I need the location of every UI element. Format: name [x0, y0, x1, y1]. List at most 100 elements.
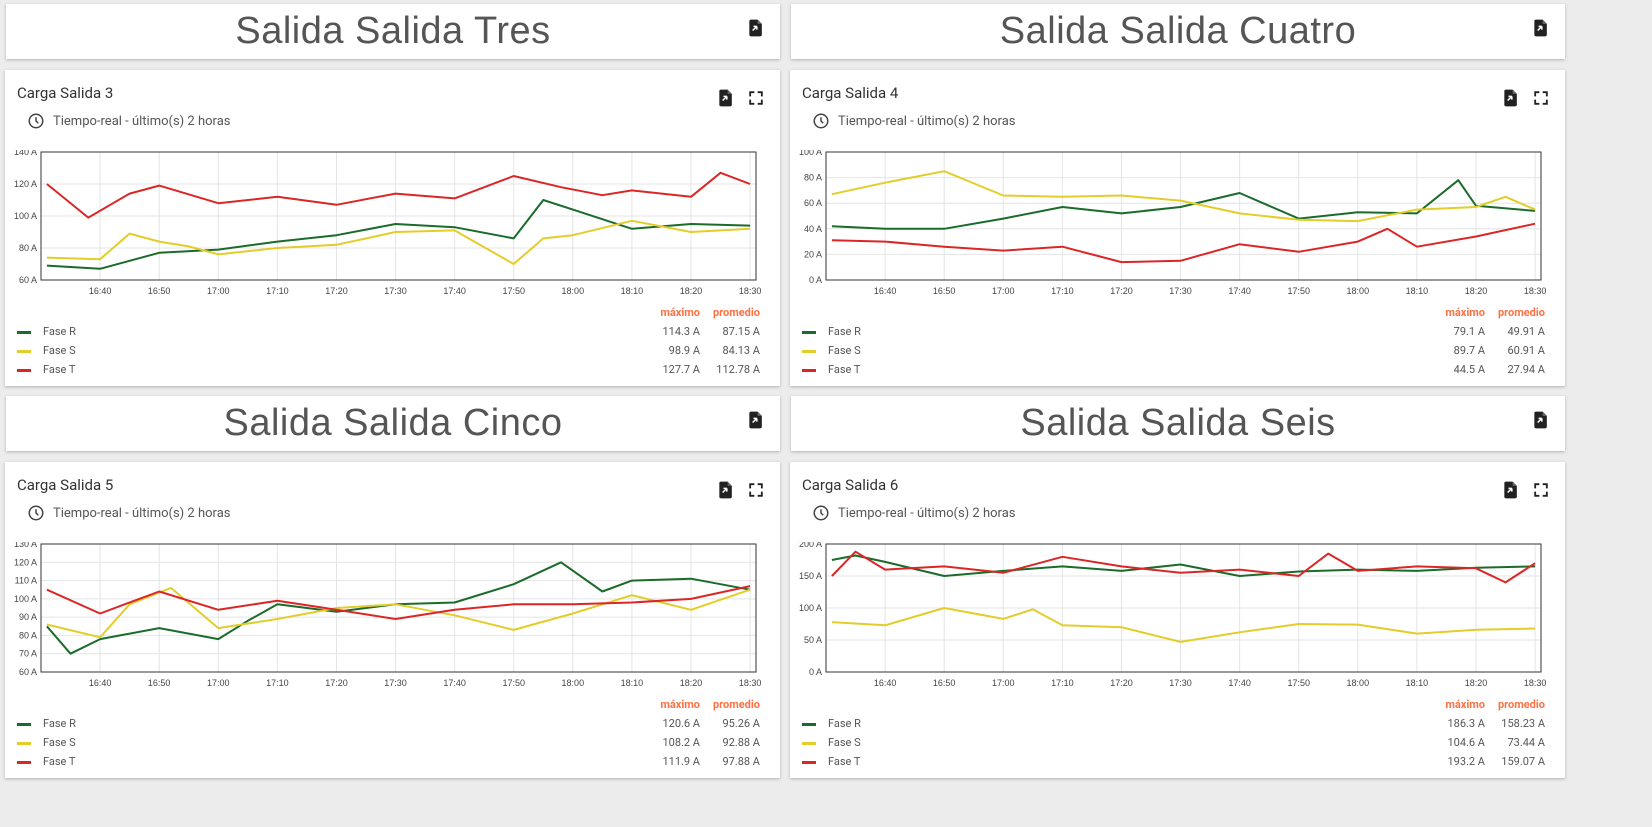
legend-item[interactable]: Fase R 114.3 A 87.15 A — [17, 324, 760, 342]
export-icon[interactable] — [1531, 410, 1551, 430]
legend-item[interactable]: Fase T 111.9 A 97.88 A — [17, 754, 760, 772]
legend-swatch — [17, 742, 31, 745]
widget-title: Carga Salida 3 — [17, 84, 114, 102]
section-title: Salida Salida Tres — [235, 10, 551, 52]
x-tick-label: 16:50 — [933, 286, 956, 296]
timewindow-label: Tiempo-real - último(s) 2 horas — [53, 113, 231, 129]
section-header: Salida Salida Tres — [6, 4, 780, 59]
y-tick-label: 90 A — [19, 612, 37, 622]
x-tick-label: 16:40 — [89, 678, 112, 688]
legend-item[interactable]: Fase R 120.6 A 95.26 A — [17, 716, 760, 734]
y-tick-label: 100 A — [14, 211, 37, 221]
series-line-fase-t — [831, 222, 1536, 264]
x-tick-label: 17:40 — [443, 286, 466, 296]
legend-max-value: 193.2 A — [1447, 755, 1485, 768]
y-tick-label: 120 A — [14, 557, 37, 567]
y-tick-label: 100 A — [14, 594, 37, 604]
legend-max-header: máximo — [660, 306, 700, 319]
x-tick-label: 17:30 — [1169, 678, 1192, 688]
chart-widget: Carga Salida 5 Tiempo-real - último(s) 2 … — [5, 462, 780, 778]
y-tick-label: 100 A — [799, 150, 822, 157]
export-icon[interactable] — [716, 480, 736, 500]
timewindow[interactable]: Tiempo-real - último(s) 2 horas — [812, 504, 1015, 522]
x-tick-label: 18:20 — [1465, 678, 1488, 688]
x-tick-label: 16:40 — [874, 286, 897, 296]
x-tick-label: 17:00 — [207, 678, 230, 688]
y-tick-label: 120 A — [14, 179, 37, 189]
legend-header: máximo promedio — [640, 306, 760, 322]
line-chart: 60 A 80 A 100 A 120 A 140 A 16:40 16:50 17:00 17… — [14, 150, 762, 296]
legend-avg-value: 158.23 A — [1501, 717, 1545, 730]
x-tick-label: 17:20 — [325, 678, 348, 688]
legend-item[interactable]: Fase T 193.2 A 159.07 A — [802, 754, 1545, 772]
legend-header: máximo promedio — [1425, 698, 1545, 714]
fullscreen-icon[interactable] — [746, 480, 766, 500]
x-tick-label: 16:50 — [933, 678, 956, 688]
x-tick-label: 17:00 — [992, 678, 1015, 688]
legend-max-header: máximo — [660, 698, 700, 711]
x-tick-label: 17:00 — [207, 286, 230, 296]
legend-swatch — [802, 761, 816, 764]
timewindow[interactable]: Tiempo-real - último(s) 2 horas — [27, 112, 230, 130]
y-tick-label: 200 A — [799, 542, 822, 549]
legend-avg-value: 95.26 A — [722, 717, 760, 730]
series-line-fase-r — [831, 179, 1536, 230]
fullscreen-icon[interactable] — [746, 88, 766, 108]
x-tick-label: 17:40 — [1228, 286, 1251, 296]
legend-series-name: Fase T — [828, 755, 861, 768]
y-tick-label: 80 A — [19, 630, 37, 640]
export-icon[interactable] — [1531, 18, 1551, 38]
legend-item[interactable]: Fase S 104.6 A 73.44 A — [802, 735, 1545, 753]
export-icon[interactable] — [1501, 480, 1521, 500]
timewindow-label: Tiempo-real - último(s) 2 horas — [838, 113, 1016, 129]
y-tick-label: 60 A — [804, 198, 822, 208]
export-icon[interactable] — [716, 88, 736, 108]
widget-title: Carga Salida 5 — [17, 476, 114, 494]
y-tick-label: 50 A — [804, 635, 822, 645]
x-tick-label: 17:30 — [384, 678, 407, 688]
y-tick-label: 20 A — [804, 249, 822, 259]
y-tick-label: 80 A — [804, 173, 822, 183]
legend-max-value: 186.3 A — [1447, 717, 1485, 730]
export-icon[interactable] — [1501, 88, 1521, 108]
section-title: Salida Salida Seis — [1020, 402, 1336, 444]
legend-series-name: Fase T — [43, 755, 76, 768]
legend-item[interactable]: Fase S 108.2 A 92.88 A — [17, 735, 760, 753]
section-header: Salida Salida Cinco — [6, 396, 780, 451]
section-header: Salida Salida Cuatro — [791, 4, 1565, 59]
legend-swatch — [17, 369, 31, 372]
legend-item[interactable]: Fase S 98.9 A 84.13 A — [17, 343, 760, 361]
chart-widget: Carga Salida 4 Tiempo-real - último(s) 2 … — [790, 70, 1565, 386]
timewindow-label: Tiempo-real - último(s) 2 horas — [53, 505, 231, 521]
legend-item[interactable]: Fase R 186.3 A 158.23 A — [802, 716, 1545, 734]
x-tick-label: 18:30 — [739, 286, 762, 296]
legend-avg-value: 73.44 A — [1507, 736, 1545, 749]
legend-item[interactable]: Fase T 44.5 A 27.94 A — [802, 362, 1545, 380]
legend-series-name: Fase T — [828, 363, 861, 376]
legend-item[interactable]: Fase S 89.7 A 60.91 A — [802, 343, 1545, 361]
timewindow[interactable]: Tiempo-real - último(s) 2 horas — [27, 504, 230, 522]
fullscreen-icon[interactable] — [1531, 88, 1551, 108]
x-tick-label: 18:20 — [680, 678, 703, 688]
y-tick-label: 130 A — [14, 542, 37, 549]
export-icon[interactable] — [746, 18, 766, 38]
y-tick-label: 60 A — [19, 275, 37, 285]
legend-avg-value: 84.13 A — [722, 344, 760, 357]
legend-swatch — [17, 350, 31, 353]
legend-avg-header: promedio — [1497, 698, 1545, 711]
x-tick-label: 17:10 — [266, 678, 289, 688]
fullscreen-icon[interactable] — [1531, 480, 1551, 500]
legend-item[interactable]: Fase R 79.1 A 49.91 A — [802, 324, 1545, 342]
timewindow[interactable]: Tiempo-real - último(s) 2 horas — [812, 112, 1015, 130]
x-tick-label: 18:10 — [1406, 678, 1429, 688]
x-tick-label: 17:50 — [1287, 286, 1310, 296]
y-tick-label: 110 A — [15, 576, 37, 586]
chart-widget: Carga Salida 3 Tiempo-real - último(s) 2 … — [5, 70, 780, 386]
legend-swatch — [802, 742, 816, 745]
export-icon[interactable] — [746, 410, 766, 430]
x-tick-label: 18:00 — [562, 678, 585, 688]
y-tick-label: 40 A — [804, 224, 822, 234]
legend-item[interactable]: Fase T 127.7 A 112.78 A — [17, 362, 760, 380]
x-tick-label: 17:50 — [1287, 678, 1310, 688]
legend-series-name: Fase R — [828, 325, 861, 338]
